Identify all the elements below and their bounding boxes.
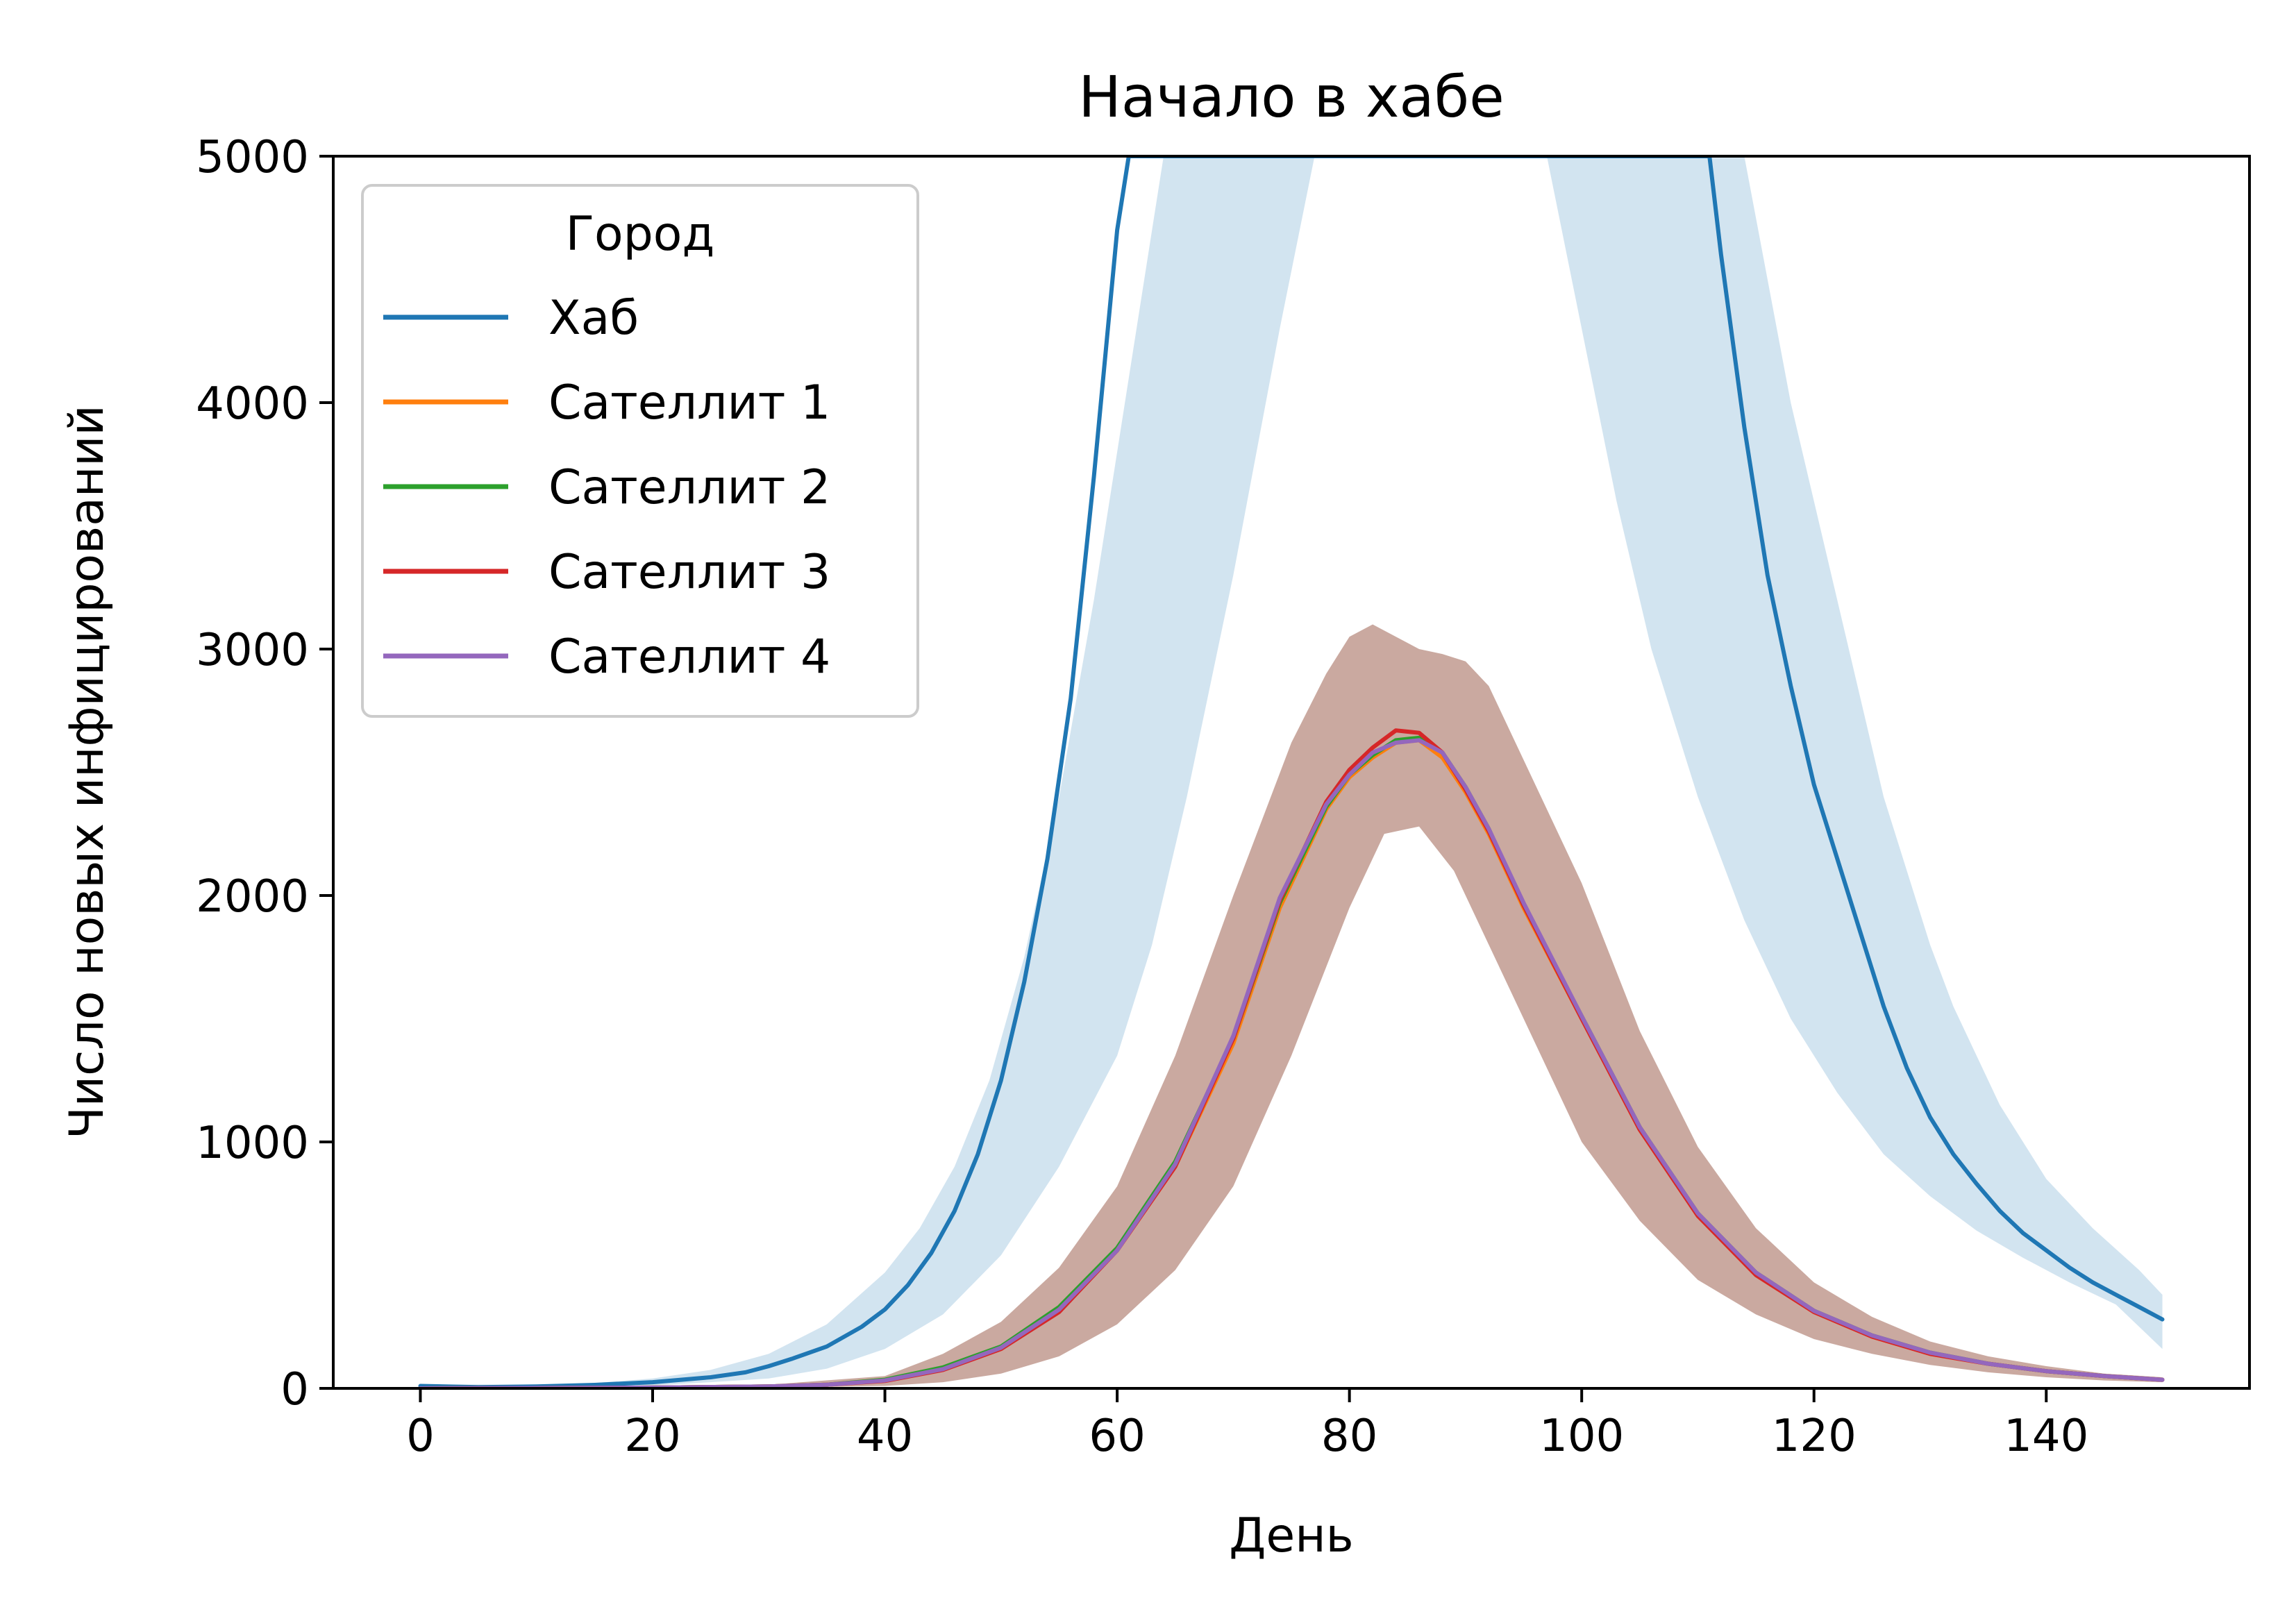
x-tick-label: 100 [1539, 1411, 1624, 1462]
series-line-hub [418, 156, 2165, 1388]
y-tick-label: 5000 [196, 132, 309, 183]
y-tick-label: 3000 [196, 625, 309, 676]
legend: Город Хаб Сателлит 1 Сателлит 2 Сателлит 3 С… [361, 184, 919, 718]
x-tick-label: 20 [624, 1411, 680, 1462]
band-satellites [420, 624, 2163, 1388]
band-hub [420, 156, 2163, 1388]
y-tick-label: 2000 [196, 871, 309, 923]
x-tick-label: 0 [406, 1411, 435, 1462]
legend-label: Сателлит 3 [548, 545, 830, 600]
series-line-satellite-4 [418, 738, 2165, 1388]
x-tick-label: 120 [1772, 1411, 1857, 1462]
y-tick-label: 1000 [196, 1118, 309, 1169]
legend-label: Сателлит 2 [548, 460, 830, 515]
x-tick-label: 80 [1321, 1411, 1377, 1462]
x-axis-label: День [1229, 1508, 1354, 1563]
x-tick-label: 140 [2004, 1411, 2088, 1462]
y-axis-label: Число новых инфицирований [60, 405, 115, 1138]
legend-title: Город [566, 207, 715, 262]
legend-label: Сателлит 1 [548, 376, 830, 430]
y-tick-label: 4000 [196, 378, 309, 430]
y-tick-label: 0 [280, 1364, 309, 1415]
legend-label: Хаб [548, 291, 639, 346]
x-tick-label: 40 [857, 1411, 913, 1462]
x-tick-label: 60 [1089, 1411, 1145, 1462]
plot-frame [332, 155, 2251, 1390]
chart-title: Начало в хабе [1078, 65, 1504, 131]
legend-label: Сателлит 4 [548, 630, 830, 684]
